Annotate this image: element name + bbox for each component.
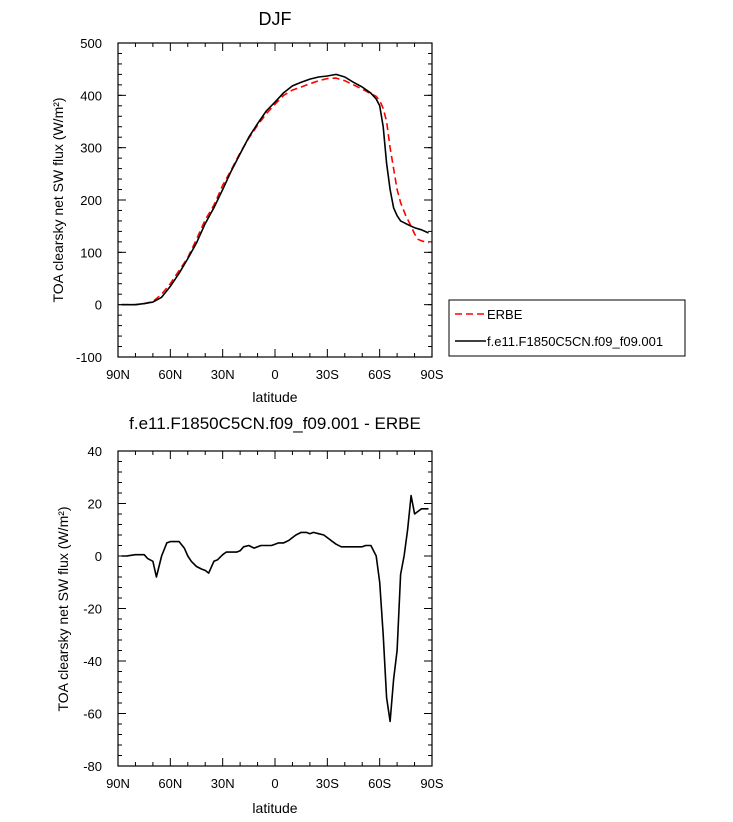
x-tick-label: 0	[271, 776, 278, 791]
bottom-tick-marks	[117, 450, 433, 767]
top-x-tick-labels: 90N 60N 30N 0 30S 60S 90S	[106, 367, 444, 382]
x-tick-label: 60N	[158, 776, 182, 791]
y-tick-label: 0	[95, 549, 102, 564]
x-tick-label: 30S	[316, 367, 339, 382]
y-tick-label: -20	[83, 602, 102, 617]
top-panel: DJF 90N 60N 30N 0 30S 60S 90S -100 0 100 200 300 40…	[50, 9, 686, 405]
legend-label-model: f.e11.F1850C5CN.f09_f09.001	[487, 334, 663, 349]
top-x-axis-label: latitude	[252, 389, 297, 405]
top-plot-frame	[117, 42, 433, 358]
x-tick-label: 30N	[211, 367, 235, 382]
legend-box	[448, 299, 686, 357]
y-tick-label: 500	[80, 36, 102, 51]
x-tick-label: 90N	[106, 367, 130, 382]
bottom-series-lines	[121, 494, 429, 723]
top-y-axis-label: TOA clearsky net SW flux (W/m²)	[50, 97, 66, 302]
bottom-x-tick-labels: 90N 60N 30N 0 30S 60S 90S	[106, 776, 444, 791]
series-line-difference	[121, 494, 429, 723]
x-tick-label: 30N	[211, 776, 235, 791]
bottom-plot-frame	[117, 450, 433, 767]
x-tick-label: 60S	[368, 367, 391, 382]
top-legend: ERBE f.e11.F1850C5CN.f09_f09.001	[448, 299, 686, 357]
y-tick-label: 200	[80, 193, 102, 208]
bottom-y-tick-labels: -80 -60 -40 -20 0 20 40	[83, 444, 102, 774]
top-y-tick-labels: -100 0 100 200 300 400 500	[76, 36, 102, 365]
x-tick-label: 90S	[420, 776, 443, 791]
series-line-f-e11-f1850c5cn-f09-f09-001	[121, 73, 429, 306]
y-tick-label: 400	[80, 88, 102, 103]
y-tick-label: 40	[88, 444, 102, 459]
y-tick-label: 300	[80, 141, 102, 156]
series-line-erbe	[121, 77, 429, 306]
y-tick-label: -80	[83, 759, 102, 774]
top-series-lines	[121, 73, 429, 306]
bottom-chart-title: f.e11.F1850C5CN.f09_f09.001 - ERBE	[129, 414, 421, 433]
y-tick-label: -60	[83, 707, 102, 722]
y-tick-label: 100	[80, 245, 102, 260]
legend-label-erbe: ERBE	[487, 307, 523, 322]
x-tick-label: 90S	[420, 367, 443, 382]
y-tick-label: -100	[76, 350, 102, 365]
bottom-x-axis-label: latitude	[252, 800, 297, 816]
x-tick-label: 90N	[106, 776, 130, 791]
x-tick-label: 30S	[316, 776, 339, 791]
x-tick-label: 60N	[158, 367, 182, 382]
top-tick-marks	[117, 42, 433, 358]
y-tick-label: 0	[95, 298, 102, 313]
bottom-y-axis-label: TOA clearsky net SW flux (W/m²)	[55, 506, 71, 711]
top-chart-title: DJF	[259, 9, 292, 29]
x-tick-label: 60S	[368, 776, 391, 791]
y-tick-label: -40	[83, 654, 102, 669]
bottom-panel: f.e11.F1850C5CN.f09_f09.001 - ERBE 90N 60…	[55, 414, 444, 816]
x-tick-label: 0	[271, 367, 278, 382]
y-tick-label: 20	[88, 497, 102, 512]
